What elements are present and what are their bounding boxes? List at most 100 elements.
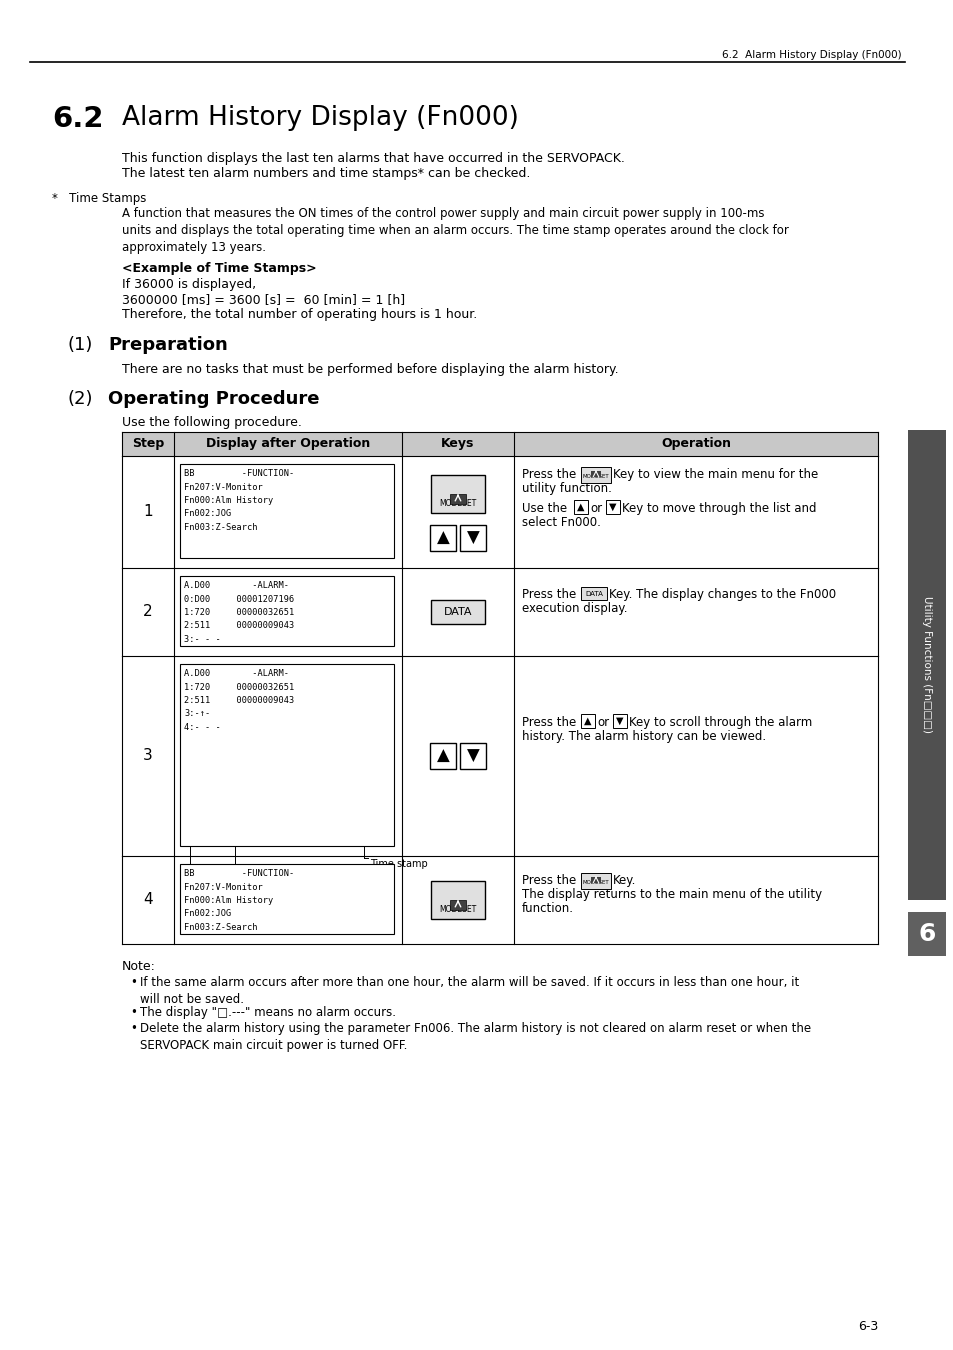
Text: DATA: DATA: [443, 608, 472, 617]
Text: 1:720     00000032651: 1:720 00000032651: [184, 608, 294, 617]
Text: MODESET: MODESET: [439, 498, 476, 508]
Text: Fn000:Alm History: Fn000:Alm History: [184, 896, 273, 905]
Text: Use the following procedure.: Use the following procedure.: [122, 416, 301, 429]
Text: ▲: ▲: [436, 529, 449, 547]
Text: If the same alarm occurs after more than one hour, the alarm will be saved. If i: If the same alarm occurs after more than…: [140, 976, 799, 1006]
Text: select Fn000.: select Fn000.: [521, 516, 600, 529]
Text: or: or: [597, 716, 608, 729]
Text: (2): (2): [68, 390, 93, 408]
Text: MODESET: MODESET: [439, 904, 476, 914]
Text: Press the: Press the: [521, 873, 576, 887]
Text: The latest ten alarm numbers and time stamps* can be checked.: The latest ten alarm numbers and time st…: [122, 167, 530, 180]
Text: Press the: Press the: [521, 589, 576, 601]
Text: 1:720     00000032651: 1:720 00000032651: [184, 683, 294, 691]
Text: Press the: Press the: [521, 716, 576, 729]
Text: The display returns to the main menu of the utility: The display returns to the main menu of …: [521, 888, 821, 900]
Bar: [580, 714, 595, 728]
Text: 6-3: 6-3: [857, 1320, 877, 1332]
Bar: [450, 900, 465, 910]
Bar: [180, 464, 394, 558]
Text: Key to scroll through the alarm: Key to scroll through the alarm: [628, 716, 811, 729]
Text: utility function.: utility function.: [521, 482, 611, 495]
Text: ▲: ▲: [583, 716, 591, 726]
Text: If 36000 is displayed,: If 36000 is displayed,: [122, 278, 255, 292]
Text: ▼: ▼: [616, 716, 623, 726]
Bar: [613, 714, 626, 728]
Text: •: •: [130, 1006, 136, 1019]
Text: 0:D00     00001207196: 0:D00 00001207196: [184, 594, 294, 603]
Text: Alarm no.: Alarm no.: [241, 873, 288, 883]
Text: 3: 3: [143, 748, 152, 764]
Text: 4:- - -: 4:- - -: [184, 724, 220, 732]
Text: ▲: ▲: [577, 502, 584, 512]
Text: •: •: [130, 976, 136, 990]
Text: Preparation: Preparation: [108, 336, 228, 354]
Text: The display "□.---" means no alarm occurs.: The display "□.---" means no alarm occur…: [140, 1006, 395, 1019]
Bar: [574, 500, 587, 514]
Text: 3:- - -: 3:- - -: [184, 634, 220, 644]
Bar: [605, 500, 619, 514]
Text: Operating Procedure: Operating Procedure: [108, 390, 319, 408]
Text: BB         -FUNCTION-: BB -FUNCTION-: [184, 869, 294, 878]
Text: execution display.: execution display.: [521, 602, 627, 616]
Bar: [431, 882, 484, 919]
Text: 2:511     00000009043: 2:511 00000009043: [184, 621, 294, 630]
Text: Display after Operation: Display after Operation: [206, 437, 370, 451]
Text: A.D00        -ALARM-: A.D00 -ALARM-: [184, 670, 289, 678]
Bar: [459, 525, 485, 551]
Text: 6.2: 6.2: [52, 105, 103, 134]
Text: Key to move through the list and: Key to move through the list and: [621, 502, 816, 514]
Bar: [590, 878, 600, 883]
Text: 3600000 [ms] = 3600 [s] =  60 [min] = 1 [h]: 3600000 [ms] = 3600 [s] = 60 [min] = 1 […: [122, 293, 405, 306]
Text: Fn000:Alm History: Fn000:Alm History: [184, 495, 273, 505]
Text: ▼: ▼: [466, 747, 478, 765]
Text: Fn002:JOG: Fn002:JOG: [184, 509, 231, 518]
Text: Fn003:Z-Search: Fn003:Z-Search: [184, 923, 257, 932]
Bar: [580, 587, 606, 599]
Text: 3:-↑-: 3:-↑-: [184, 710, 210, 718]
Text: •: •: [130, 1022, 136, 1035]
Text: Fn207:V-Monitor: Fn207:V-Monitor: [184, 883, 262, 891]
Text: Operation: Operation: [660, 437, 730, 451]
Text: Step: Step: [132, 437, 164, 451]
Text: Fn002:JOG: Fn002:JOG: [184, 910, 231, 918]
Text: Press the: Press the: [521, 468, 576, 481]
Text: MODESET: MODESET: [582, 880, 609, 886]
Text: BB         -FUNCTION-: BB -FUNCTION-: [184, 468, 294, 478]
Text: Therefore, the total number of operating hours is 1 hour.: Therefore, the total number of operating…: [122, 308, 476, 321]
Text: ▲: ▲: [436, 747, 449, 765]
Text: (1): (1): [68, 336, 93, 354]
Text: DATA: DATA: [584, 590, 602, 597]
Bar: [450, 494, 465, 504]
Text: Key to view the main menu for the: Key to view the main menu for the: [613, 468, 818, 481]
Bar: [122, 432, 877, 456]
Text: Use the: Use the: [521, 502, 566, 514]
Text: Alarm History Display (Fn000): Alarm History Display (Fn000): [122, 105, 518, 131]
Text: Utility Functions (Fn□□□): Utility Functions (Fn□□□): [921, 597, 931, 733]
Text: Fn003:Z-Search: Fn003:Z-Search: [184, 522, 257, 532]
Bar: [180, 576, 394, 647]
Bar: [180, 664, 394, 846]
Text: Key. The display changes to the Fn000: Key. The display changes to the Fn000: [608, 589, 835, 601]
Text: or: or: [589, 502, 601, 514]
Bar: [907, 913, 945, 956]
Text: A.D00        -ALARM-: A.D00 -ALARM-: [184, 580, 289, 590]
Bar: [907, 431, 945, 900]
Bar: [459, 743, 485, 770]
Bar: [430, 525, 456, 551]
Text: 9: Oldest: 9: Oldest: [218, 913, 262, 922]
Text: 6: 6: [918, 922, 935, 946]
Text: Note:: Note:: [122, 960, 155, 973]
Text: Delete the alarm history using the parameter Fn006. The alarm history is not cle: Delete the alarm history using the param…: [140, 1022, 810, 1052]
Bar: [180, 864, 394, 934]
Text: history. The alarm history can be viewed.: history. The alarm history can be viewed…: [521, 730, 765, 742]
Text: *   Time Stamps: * Time Stamps: [52, 192, 146, 205]
Text: Fn207:V-Monitor: Fn207:V-Monitor: [184, 482, 262, 491]
Text: ▼: ▼: [466, 529, 478, 547]
Text: Alarm history no.: Alarm history no.: [195, 890, 279, 899]
Text: Keys: Keys: [441, 437, 475, 451]
Bar: [430, 743, 456, 770]
Text: 6.2  Alarm History Display (Fn000): 6.2 Alarm History Display (Fn000): [721, 50, 901, 59]
Text: 0: Latest: 0: Latest: [218, 900, 260, 911]
Text: MODESET: MODESET: [582, 474, 609, 479]
